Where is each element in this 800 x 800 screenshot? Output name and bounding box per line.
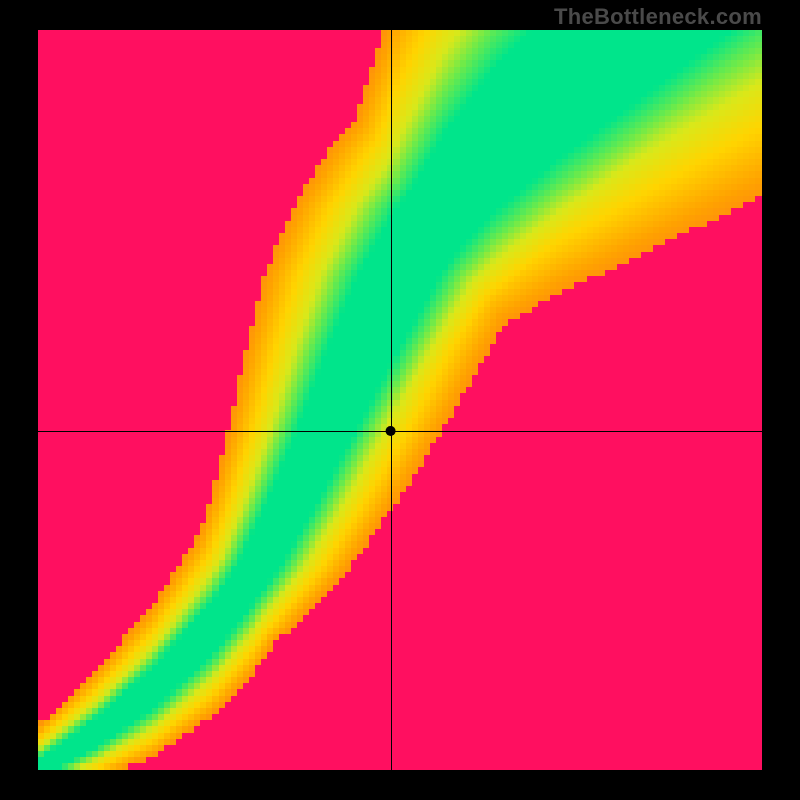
watermark-text: TheBottleneck.com (554, 4, 762, 30)
bottleneck-heatmap-canvas (0, 0, 800, 800)
